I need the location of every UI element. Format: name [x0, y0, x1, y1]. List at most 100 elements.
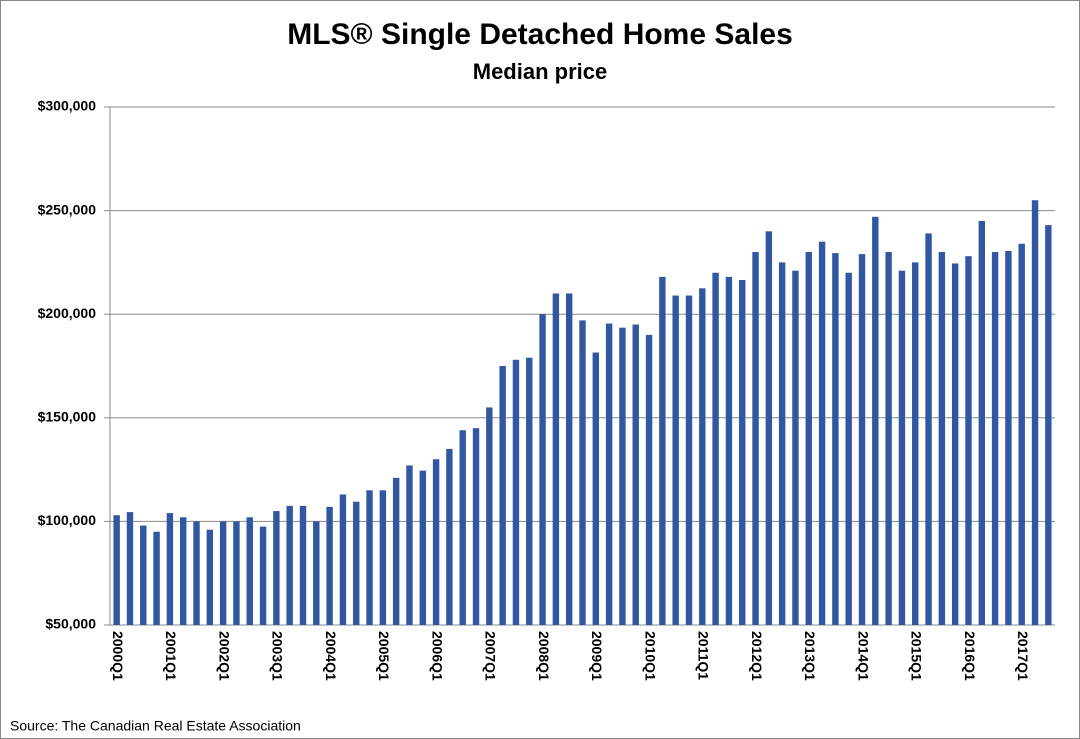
bar — [259, 526, 267, 625]
x-tick-label: 2012Q1 — [749, 631, 765, 681]
bar — [246, 517, 253, 625]
bar — [366, 490, 373, 625]
bar — [459, 430, 466, 625]
bar — [712, 272, 719, 625]
bar — [1005, 251, 1012, 625]
x-tick-label: 2001Q1 — [163, 631, 179, 681]
x-tick-label: 2008Q1 — [536, 631, 552, 681]
bar — [286, 505, 293, 625]
bar — [818, 241, 826, 625]
x-tick-label: 2000Q1 — [110, 631, 126, 681]
bar — [539, 314, 546, 625]
bar — [739, 280, 746, 625]
bar — [233, 521, 240, 625]
bar — [392, 477, 400, 625]
bar — [1045, 225, 1052, 625]
y-tick-label: $200,000 — [38, 305, 97, 321]
bar — [419, 470, 426, 625]
bar — [353, 501, 360, 625]
bar — [379, 490, 387, 625]
bar — [845, 272, 852, 625]
bar — [925, 233, 932, 625]
bar — [872, 216, 879, 626]
bar — [446, 448, 453, 625]
x-tick-label: 2011Q1 — [696, 631, 712, 680]
bar — [858, 254, 866, 625]
bar — [632, 324, 639, 625]
bar — [991, 252, 999, 626]
bar — [672, 295, 679, 625]
bar — [273, 511, 280, 625]
bar — [339, 494, 347, 625]
bar — [699, 288, 706, 625]
bar — [592, 352, 600, 625]
bar — [512, 359, 520, 625]
x-tick-label: 2017Q1 — [1015, 631, 1031, 681]
bar — [113, 515, 120, 625]
bar — [765, 231, 773, 625]
bar — [685, 295, 693, 625]
x-tick-label: 2009Q1 — [589, 631, 605, 681]
bar — [645, 334, 653, 625]
chart-subtitle: Median price — [473, 59, 607, 84]
bar — [180, 517, 187, 625]
bar — [219, 521, 227, 625]
bar — [885, 252, 892, 626]
bar — [1031, 200, 1039, 626]
bar — [898, 270, 906, 625]
x-tick-label: 2005Q1 — [376, 631, 392, 681]
y-tick-label: $100,000 — [38, 512, 97, 528]
bar — [951, 263, 959, 625]
bar — [153, 531, 160, 625]
y-tick-label: $250,000 — [38, 201, 97, 217]
bar — [579, 320, 586, 625]
y-tick-label: $150,000 — [38, 409, 97, 425]
bar — [472, 428, 480, 625]
bar — [912, 262, 919, 625]
x-tick-label: 2002Q1 — [216, 631, 232, 681]
x-tick-label: 2007Q1 — [483, 631, 499, 681]
bar — [565, 293, 573, 625]
bar — [725, 276, 733, 625]
x-tick-label: 2003Q1 — [270, 631, 286, 681]
bar — [313, 521, 320, 625]
bar — [978, 220, 985, 625]
bar — [499, 366, 506, 625]
x-tick-label: 2016Q1 — [962, 631, 978, 681]
bar — [619, 327, 626, 625]
bar — [206, 529, 214, 625]
chart-title: MLS® Single Detached Home Sales — [287, 18, 793, 51]
bar — [552, 293, 560, 625]
bar — [193, 521, 200, 625]
bar — [432, 459, 440, 625]
bar — [326, 506, 333, 625]
bar — [965, 256, 972, 625]
y-tick-label: $50,000 — [45, 616, 96, 632]
y-tick-label: $300,000 — [38, 98, 97, 114]
bar — [126, 512, 134, 625]
bar — [140, 525, 147, 625]
bar — [778, 262, 786, 625]
bar — [299, 505, 307, 625]
source-note: Source: The Canadian Real Estate Associa… — [10, 718, 301, 734]
x-tick-label: 2014Q1 — [855, 631, 871, 681]
x-tick-label: 2006Q1 — [429, 631, 445, 681]
bar — [752, 252, 759, 626]
x-tick-label: 2010Q1 — [642, 631, 658, 681]
x-tick-label: 2015Q1 — [909, 631, 925, 681]
x-tick-label: 2004Q1 — [323, 631, 339, 681]
bar — [832, 253, 839, 626]
bar — [938, 252, 946, 626]
bar — [659, 276, 666, 625]
bar — [526, 357, 533, 625]
bar — [406, 465, 413, 625]
bar — [166, 513, 174, 625]
bar — [1018, 243, 1025, 625]
bar — [486, 407, 493, 625]
bar — [605, 323, 613, 625]
bar — [792, 270, 799, 625]
x-tick-label: 2013Q1 — [802, 631, 818, 681]
bar — [805, 252, 812, 626]
